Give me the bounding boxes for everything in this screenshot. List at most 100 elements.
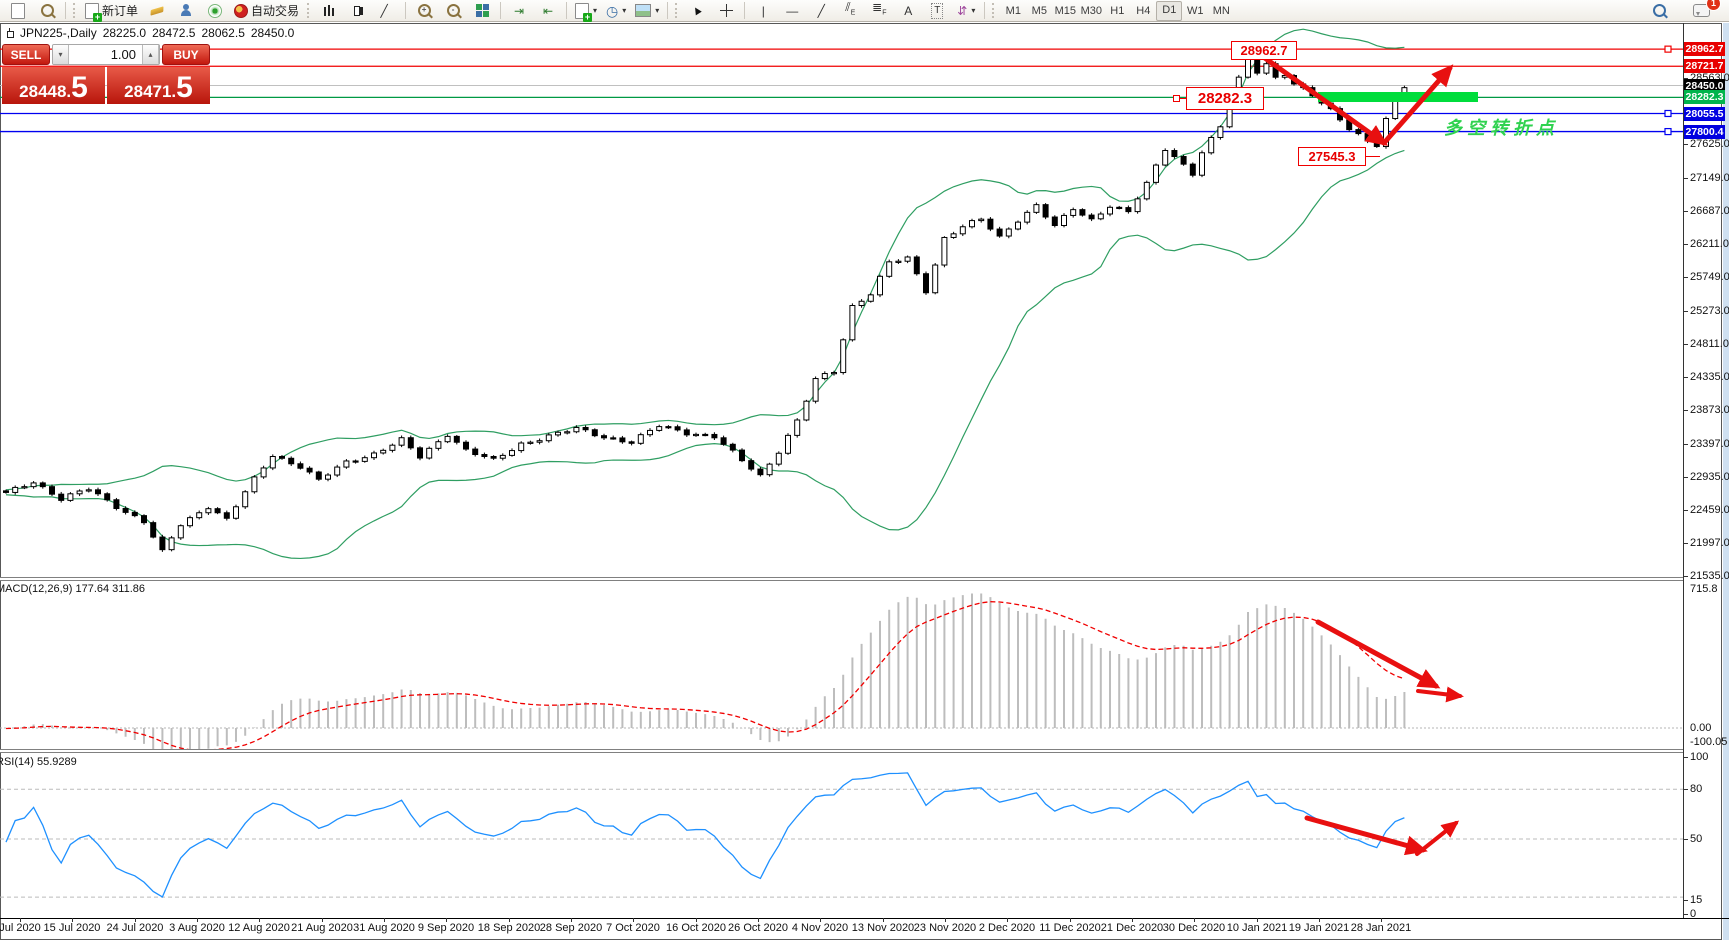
notifications-button[interactable]: 1 — [1687, 0, 1721, 22]
cursor-tool-button[interactable]: ▲ — [683, 0, 711, 22]
vertical-line-icon: | — [761, 3, 765, 18]
rsi-tick-label: 100 — [1690, 751, 1709, 763]
volume-down-button[interactable]: ▾ — [53, 45, 69, 64]
trend-arrow-annotation[interactable] — [1381, 64, 1454, 146]
line-chart-mode-button[interactable]: ╱ — [373, 0, 401, 22]
divider — [405, 2, 407, 19]
chart-window[interactable] — [0, 23, 1722, 940]
date-tick-mark — [322, 918, 323, 922]
sell-price-display[interactable]: 28448. 5 — [2, 67, 105, 104]
line-chart-icon: ╱ — [380, 4, 388, 18]
window-scrollbar[interactable] — [1723, 23, 1729, 940]
macd-arrow-annotation[interactable] — [1416, 686, 1464, 703]
panel-separator-rsi[interactable] — [0, 749, 1683, 753]
rsi-panel[interactable] — [0, 753, 1683, 918]
date-tick-mark — [20, 918, 21, 922]
price-badge: 28055.5 — [1684, 107, 1725, 121]
price-tag-leader — [1176, 97, 1186, 99]
templates-button[interactable]: ▾ — [631, 0, 663, 22]
drag-handle — [992, 3, 996, 18]
text-tool[interactable]: A — [894, 0, 922, 22]
rsi-arrow-annotation[interactable] — [1415, 820, 1460, 856]
highlighter-icon — [150, 5, 164, 16]
new-order-button[interactable]: + 新订单 — [81, 0, 142, 22]
timeframe-m15[interactable]: M15 — [1054, 4, 1076, 17]
zoom-out-button[interactable]: - — [439, 0, 467, 22]
price-tick-label: 22935.0 — [1690, 471, 1729, 483]
metaeditor-button[interactable] — [143, 0, 171, 22]
macd-panel[interactable] — [0, 581, 1683, 749]
channel-tool[interactable]: ⫽E — [836, 0, 864, 22]
date-tick-mark — [135, 918, 136, 922]
price-tick-mark — [1684, 244, 1688, 245]
chart-shift-icon: ⇤ — [543, 3, 554, 18]
periods-button[interactable]: ◷ ▾ — [602, 0, 630, 22]
volume-value[interactable]: 1.00 — [110, 47, 136, 62]
line-anchor-handle[interactable] — [1664, 127, 1672, 136]
trend-arrow-annotation[interactable] — [1259, 53, 1389, 146]
date-tick-mark — [883, 918, 884, 922]
indicators-button[interactable]: + ▾ — [571, 0, 601, 22]
auto-scroll-button[interactable]: ⇥ — [505, 0, 533, 22]
price-tag-annotation[interactable]: 28962.7 — [1231, 41, 1297, 60]
timeframe-h1[interactable]: H1 — [1110, 4, 1125, 17]
zoom-in-button[interactable]: + — [410, 0, 438, 22]
arrows-tool[interactable]: ⇵ ▾ — [952, 0, 980, 22]
signals-button[interactable] — [201, 0, 229, 22]
crosshair-tool-button[interactable] — [712, 0, 740, 22]
date-tick-mark — [446, 918, 447, 922]
price-tag-annotation[interactable]: 27545.3 — [1298, 147, 1366, 166]
rsi-arrow-annotation[interactable] — [1304, 815, 1428, 856]
divider — [667, 2, 669, 19]
price-badge: 28282.3 — [1684, 90, 1725, 104]
symbol-info-bar: JPN225-,Daily 28225.0 28472.5 28062.5 28… — [6, 26, 294, 40]
auto-trading-button[interactable]: 自动交易 — [230, 0, 303, 22]
timeframe-m5[interactable]: M5 — [1031, 4, 1047, 17]
new-chart-button[interactable] — [4, 0, 32, 22]
line-anchor-handle[interactable] — [1664, 45, 1672, 53]
candle-chart-mode-button[interactable] — [344, 0, 372, 22]
timeframe-h4[interactable]: H4 — [1136, 4, 1151, 17]
timeframe-w1[interactable]: W1 — [1187, 4, 1204, 17]
main-price-chart[interactable] — [0, 23, 1683, 577]
indicators-icon: + — [575, 2, 593, 22]
search-button[interactable] — [1645, 0, 1673, 22]
profiles-button[interactable] — [33, 0, 61, 22]
price-tag-anchor — [1173, 94, 1180, 102]
expert-advisors-button[interactable] — [172, 0, 200, 22]
price-badge: 28450.0 — [1684, 79, 1725, 93]
person-icon — [180, 4, 192, 17]
channel-icon: ⫽E — [845, 0, 856, 17]
buy-price-display[interactable]: 28471. 5 — [107, 67, 210, 104]
timeframe-mn[interactable]: MN — [1212, 4, 1230, 17]
fibonacci-icon: ≣F — [872, 0, 887, 17]
horizontal-line-tool[interactable]: — — [778, 0, 806, 22]
chevron-down-icon: ▾ — [971, 6, 976, 15]
vertical-line-tool[interactable]: | — [749, 0, 777, 22]
chart-shift-button[interactable]: ⇤ — [534, 0, 562, 22]
volume-up-button[interactable]: ▴ — [142, 45, 159, 64]
fibonacci-tool[interactable]: ≣F — [865, 0, 893, 22]
panel-separator-macd[interactable] — [0, 577, 1683, 581]
time-axis-line — [0, 918, 1729, 919]
price-tag-annotation[interactable]: 28282.3 — [1186, 87, 1264, 110]
timeframe-m30[interactable]: M30 — [1080, 4, 1102, 17]
date-label: 4 Nov 2020 — [791, 922, 849, 934]
timeframe-m1[interactable]: M1 — [1005, 4, 1021, 17]
price-tick-mark — [1684, 344, 1688, 345]
text-label-icon: T — [931, 2, 944, 19]
sell-button[interactable]: SELL — [2, 44, 50, 65]
tile-windows-button[interactable] — [468, 0, 496, 22]
macd-arrow-annotation[interactable] — [1315, 619, 1441, 689]
trendline-tool[interactable]: ╱ — [807, 0, 835, 22]
text-label-tool[interactable]: T — [923, 0, 951, 22]
timeframe-d1[interactable]: D1 — [1156, 0, 1183, 21]
buy-button[interactable]: BUY — [162, 44, 210, 65]
line-anchor-handle[interactable] — [1664, 109, 1672, 118]
price-tick-label: 27149.0 — [1690, 172, 1729, 184]
bar-chart-mode-button[interactable] — [315, 0, 343, 22]
price-tick-label: 26211.0 — [1690, 238, 1729, 250]
green-zone-annotation[interactable] — [1318, 92, 1478, 102]
price-tick-mark — [1684, 78, 1688, 79]
trendline-icon: ╱ — [817, 3, 825, 18]
